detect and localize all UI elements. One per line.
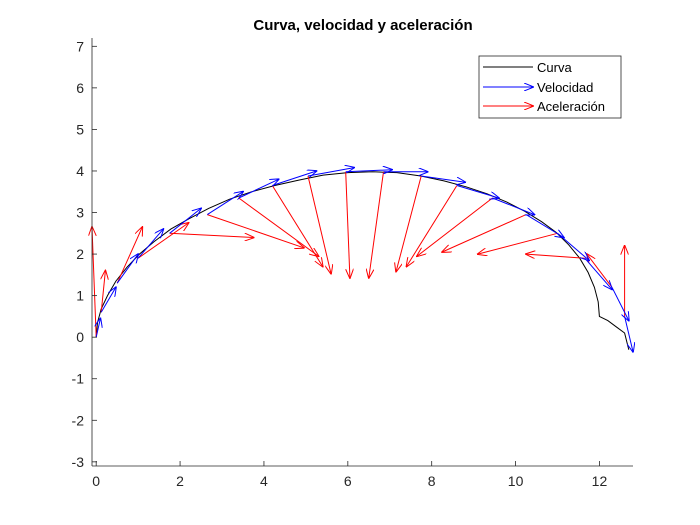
x-tick-label: 4 [260,473,268,489]
x-tick-label: 12 [592,473,608,489]
chart-title: Curva, velocidad y aceleración [253,17,472,34]
y-tick-label: 6 [76,80,84,96]
x-tick-label: 10 [508,473,524,489]
acceleration-arrow [478,232,558,254]
y-tick-label: -3 [72,454,85,470]
y-tick-label: 2 [76,246,84,262]
velocity-arrow [169,208,201,234]
velocity-arrow [584,257,612,289]
velocity-arrow [421,175,465,182]
acceleration-arrow [92,227,97,338]
acceleration-arrow [407,185,458,267]
legend-curve-label: Curva [537,60,572,75]
velocity-arrow [345,170,392,172]
acceleration-arrow [238,197,319,256]
velocity-arrow [116,254,138,284]
acceleration-arrow [271,185,322,267]
velocity-arrow [307,168,354,177]
acceleration-arrow [137,223,188,259]
y-tick-label: 0 [76,329,84,345]
velocity-arrow [456,185,499,199]
x-tick-label: 2 [176,473,184,489]
legend-acceleration-label: Aceleración [537,99,605,114]
velocity-arrow [96,319,100,338]
y-tick-label: -1 [72,371,85,387]
plot-area [92,168,633,352]
acceleration-arrow [396,175,422,272]
velocity-arrow [272,171,316,186]
acceleration-arrow [526,254,585,258]
x-tick-label: 6 [344,473,352,489]
x-tick-label: 0 [92,473,100,489]
acceleration-arrow [369,171,384,278]
y-tick-label: 1 [76,288,84,304]
legend: Curva Velocidad Aceleración [478,55,622,119]
acceleration-arrow [207,214,303,248]
curve-line [95,171,630,350]
y-tick-label: 7 [76,38,84,54]
legend-velocity-label: Velocidad [537,80,593,95]
velocity-arrow [100,287,116,313]
acceleration-arrow [345,171,350,278]
x-tick-label: 8 [428,473,436,489]
velocity-arrow [624,316,633,351]
y-tick-label: 3 [76,205,84,221]
y-tick-label: 4 [76,163,84,179]
acceleration-arrow [442,214,527,252]
acceleration-arrow [169,232,254,237]
acceleration-arrow [587,254,613,288]
velocity-arrow [492,197,535,215]
velocity-arrow [207,192,243,216]
velocity-arrow [611,287,629,320]
velocity-arrow [238,179,279,199]
acceleration-arrow [417,197,493,256]
velocity-arrow [557,232,590,260]
y-tick-label: 5 [76,121,84,137]
y-tick-label: -2 [72,412,85,428]
acceleration-arrow [101,271,105,313]
velocity-arrow [137,229,163,259]
acceleration-arrow [307,175,331,274]
